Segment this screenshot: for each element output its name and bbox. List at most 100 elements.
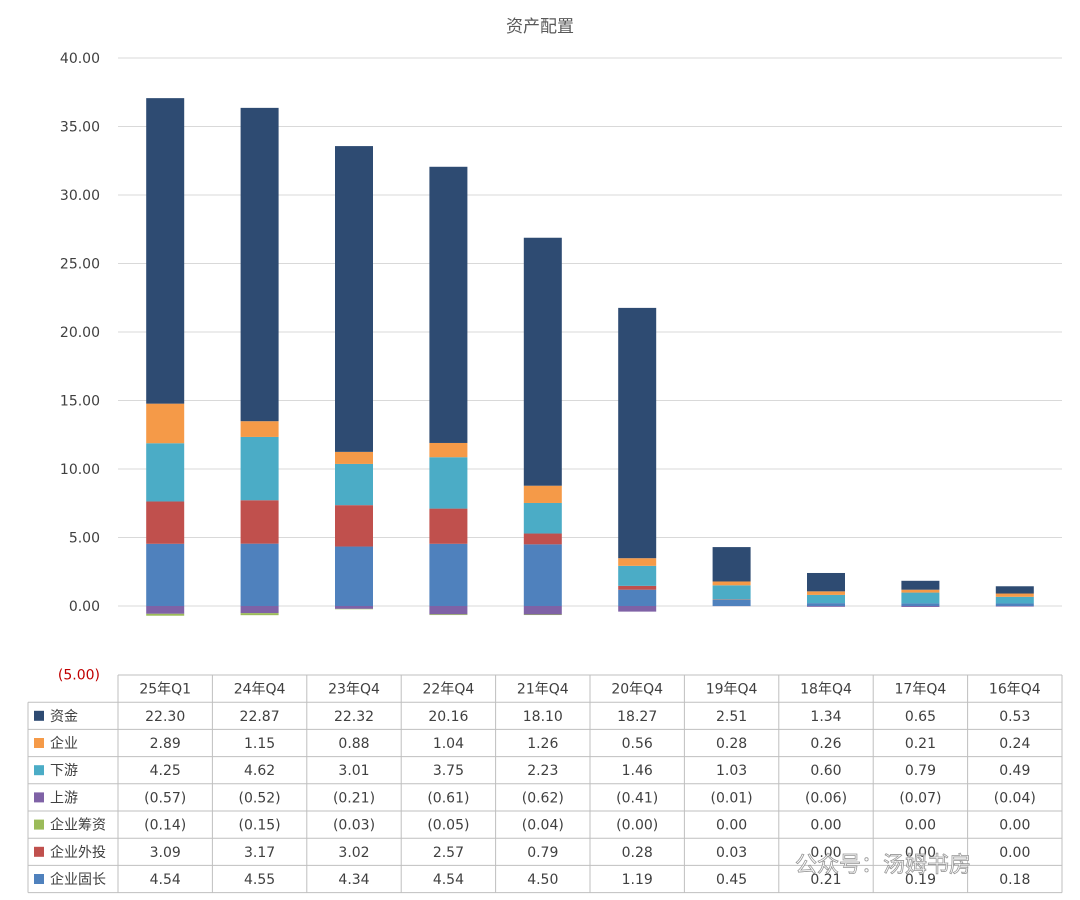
data-label: 0.60 <box>810 763 841 779</box>
bar-segment <box>335 451 373 464</box>
data-label: (0.04) <box>994 790 1036 806</box>
data-label: 2.89 <box>150 736 181 752</box>
bar-segment-negative <box>146 606 185 614</box>
data-label: 1.19 <box>622 872 653 888</box>
y-tick-label: 30.00 <box>60 188 100 204</box>
bar-segment <box>712 599 751 606</box>
bar-segment <box>807 572 845 592</box>
data-label: 4.62 <box>244 763 275 779</box>
data-label: 4.54 <box>150 872 181 888</box>
data-label: (0.21) <box>333 790 375 806</box>
legend-swatch <box>34 819 44 830</box>
bar-segment-negative <box>901 606 940 607</box>
data-label: 1.46 <box>622 763 653 779</box>
bar-segment <box>146 501 185 544</box>
y-tick-label: 5.00 <box>69 531 100 547</box>
bar-segment <box>240 436 279 501</box>
data-label: 0.79 <box>527 845 558 861</box>
bar-segment <box>146 403 185 444</box>
bar-segment <box>618 565 657 586</box>
bar-segment <box>429 508 468 544</box>
data-label: 0.00 <box>905 818 936 834</box>
y-tick-label: 40.00 <box>60 51 100 67</box>
bar-segment <box>429 543 468 606</box>
data-label: 22.32 <box>334 709 374 725</box>
data-label: 3.02 <box>338 845 369 861</box>
data-label: 2.57 <box>433 845 464 861</box>
legend-swatch <box>34 738 44 748</box>
legend-label: 上游 <box>50 790 78 806</box>
data-label: (0.07) <box>899 790 941 806</box>
bar-segment <box>995 596 1034 604</box>
data-label: 0.21 <box>810 872 841 888</box>
data-label: 2.51 <box>716 709 747 725</box>
bar-segment <box>995 586 1034 594</box>
data-label: 0.00 <box>810 818 841 834</box>
legend-swatch <box>34 874 44 884</box>
data-label: 1.03 <box>716 763 747 779</box>
data-label: (0.00) <box>616 818 658 834</box>
category-label: 25年Q1 <box>139 682 191 698</box>
bar-segment <box>335 146 373 452</box>
data-label: 0.45 <box>716 872 747 888</box>
bar-segment-negative <box>523 614 562 616</box>
y-tick-label: (5.00) <box>58 668 100 684</box>
data-label: 20.16 <box>428 709 468 725</box>
data-label: 0.03 <box>716 845 747 861</box>
bar-segment-negative <box>335 606 373 609</box>
data-label: (0.03) <box>333 818 375 834</box>
y-axis: (5.00) 0.00 5.00 10.00 15.00 20.00 25.00 30.00 3… <box>58 51 100 684</box>
bar-segment <box>146 543 185 606</box>
y-tick-label: 25.00 <box>60 257 100 273</box>
data-label: 18.27 <box>617 709 657 725</box>
y-tick-label: 10.00 <box>60 462 100 478</box>
y-tick-label: 20.00 <box>60 325 100 341</box>
data-label: 4.25 <box>150 763 181 779</box>
category-label: 20年Q4 <box>611 682 663 698</box>
bar-segment-negative <box>429 606 468 615</box>
data-label: 3.75 <box>433 763 464 779</box>
bar-segment <box>901 589 940 593</box>
data-label: 0.00 <box>999 845 1030 861</box>
bar-segment <box>901 592 940 604</box>
data-label: 0.88 <box>338 736 369 752</box>
data-label: 0.26 <box>810 736 841 752</box>
data-label: 1.26 <box>527 736 558 752</box>
legend-label: 下游 <box>50 763 78 779</box>
bar-segment <box>429 166 468 443</box>
bar-segment-negative <box>523 606 562 615</box>
bar-segment-negative <box>618 606 657 612</box>
bar-segment <box>712 547 751 582</box>
category-label: 21年Q4 <box>517 682 569 698</box>
category-label: 16年Q4 <box>989 682 1041 698</box>
bar-segment <box>901 580 940 590</box>
bar-segment <box>807 603 845 606</box>
legend-swatch <box>34 765 44 776</box>
bar-segment <box>807 591 845 595</box>
data-label: 0.24 <box>999 736 1030 752</box>
data-label: 0.21 <box>905 736 936 752</box>
category-label: 24年Q4 <box>234 682 286 698</box>
data-label: 0.00 <box>810 845 841 861</box>
data-label: (0.61) <box>427 790 469 806</box>
data-label: 3.01 <box>338 763 369 779</box>
data-label: (0.01) <box>711 790 753 806</box>
watermark: 公众号：汤姆书房 <box>795 853 972 879</box>
data-label: (0.15) <box>239 818 281 834</box>
data-label: 0.49 <box>999 763 1030 779</box>
bar-segment <box>523 237 562 486</box>
bars <box>146 98 1034 616</box>
data-label: 4.54 <box>433 872 464 888</box>
y-tick-label: 35.00 <box>60 120 100 136</box>
data-label: 0.28 <box>716 736 747 752</box>
category-label: 23年Q4 <box>328 682 380 698</box>
bar-segment <box>429 442 468 458</box>
bar-segment <box>618 307 657 559</box>
data-label: 0.00 <box>905 845 936 861</box>
legend-swatch <box>34 792 44 803</box>
data-label: 0.00 <box>999 818 1030 834</box>
data-label: (0.57) <box>144 790 186 806</box>
data-label: 3.09 <box>150 845 181 861</box>
legend-swatch <box>34 846 44 857</box>
data-label: 1.04 <box>433 736 464 752</box>
